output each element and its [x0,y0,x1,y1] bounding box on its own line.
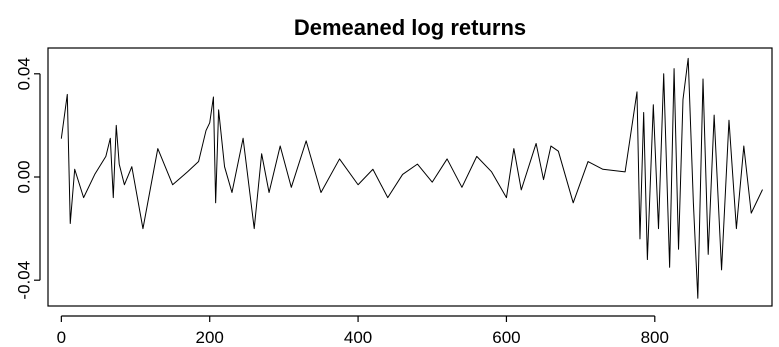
y-axis: -0.04 0.00 0.04 [14,57,40,299]
series-line [61,58,762,298]
y-tick-label: 0.04 [14,57,33,90]
x-tick-label: 0 [57,328,66,347]
x-axis: 0 200 400 600 800 [57,316,669,347]
y-tick-label: -0.04 [14,261,33,300]
y-tick-label: 0.00 [14,160,33,193]
x-tick-label: 400 [344,328,372,347]
chart-title: Demeaned log returns [294,15,526,40]
x-tick-label: 600 [492,328,520,347]
x-tick-label: 800 [641,328,669,347]
x-tick-label: 200 [196,328,224,347]
